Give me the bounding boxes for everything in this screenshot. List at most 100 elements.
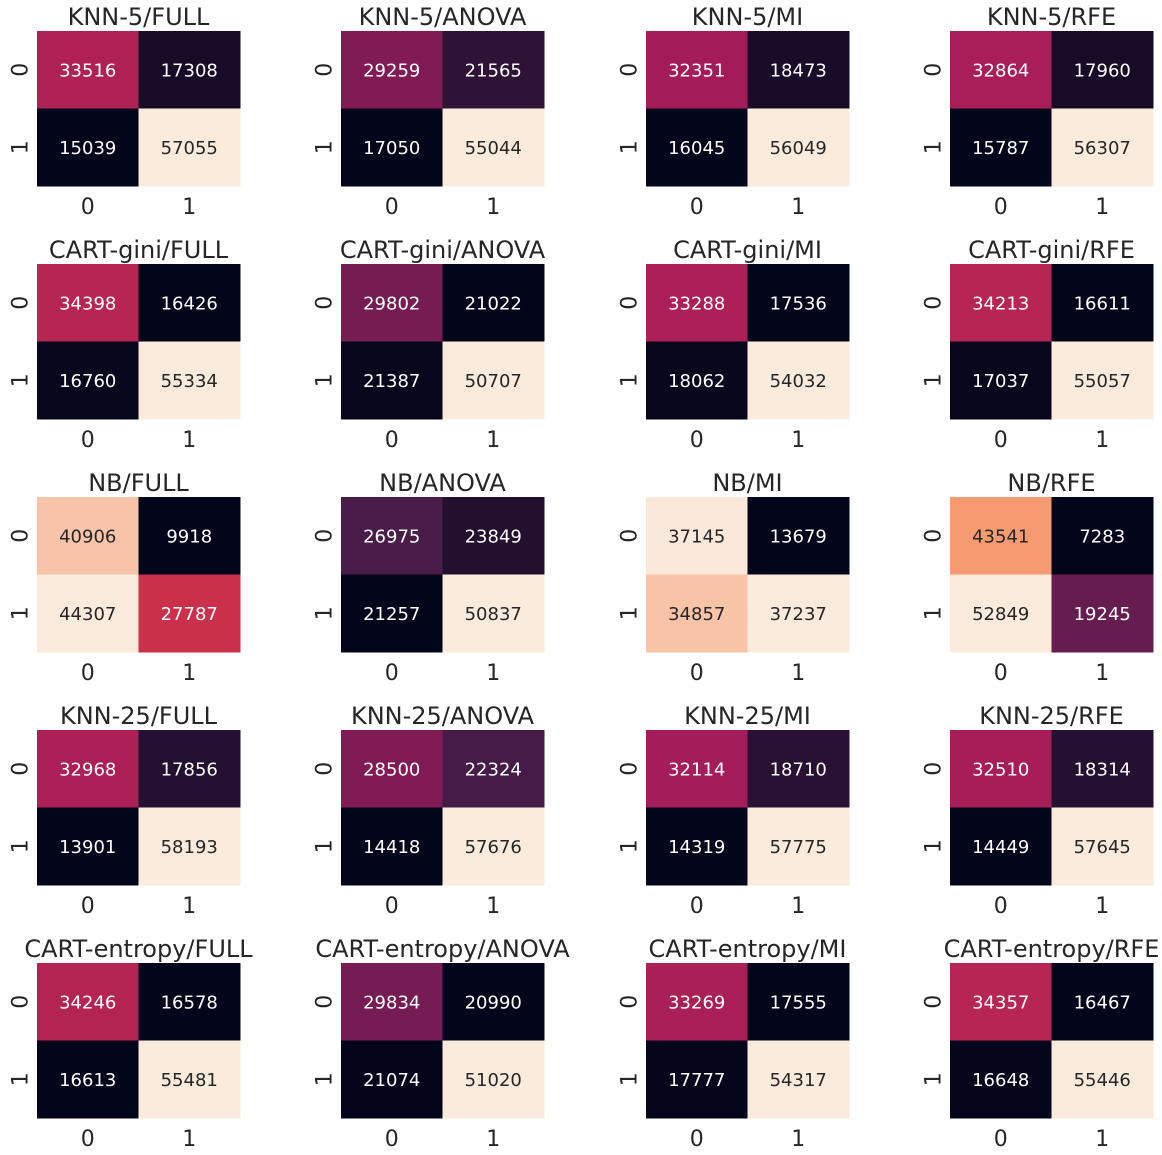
x-tick-label: 0 bbox=[385, 661, 399, 686]
panel-title: KNN-5/MI bbox=[692, 3, 803, 31]
cell-value-label: 21257 bbox=[363, 604, 420, 625]
heatmap-cell bbox=[646, 963, 748, 1041]
confusion-matrix-panel: CART-gini/FULL 34398 16426 16760 55334 0 1 0 1 bbox=[9, 236, 241, 453]
cell-value-label: 32968 bbox=[59, 759, 116, 780]
heatmap-cell bbox=[950, 497, 1052, 575]
panel-title: CART-entropy/ANOVA bbox=[315, 935, 570, 963]
y-tick-label: 1 bbox=[9, 606, 34, 620]
cell-value-label: 19245 bbox=[1074, 604, 1131, 625]
heatmap-cell bbox=[442, 31, 545, 109]
cell-value-label: 34213 bbox=[972, 293, 1029, 314]
heatmap-cell bbox=[138, 574, 241, 653]
panel-title: NB/RFE bbox=[1007, 469, 1095, 497]
cell-value-label: 50837 bbox=[465, 604, 522, 625]
y-tick-label: 1 bbox=[9, 373, 34, 387]
x-tick-label: 0 bbox=[81, 1127, 95, 1152]
cell-value-label: 16760 bbox=[59, 371, 116, 392]
cell-value-label: 21387 bbox=[363, 371, 420, 392]
cell-value-label: 18314 bbox=[1074, 759, 1131, 780]
y-tick-label: 1 bbox=[922, 606, 947, 620]
cell-value-label: 17777 bbox=[668, 1070, 725, 1091]
heatmap-cell bbox=[646, 31, 748, 109]
x-tick-label: 1 bbox=[486, 195, 500, 220]
y-tick-label: 1 bbox=[618, 140, 643, 154]
y-tick-label: 0 bbox=[313, 995, 338, 1009]
cell-value-label: 26975 bbox=[363, 526, 420, 547]
heatmap-cell bbox=[950, 963, 1052, 1041]
cell-value-label: 29259 bbox=[363, 60, 420, 81]
heatmap-cell bbox=[138, 264, 241, 342]
heatmap-cell bbox=[1051, 730, 1154, 808]
confusion-matrix-panel: CART-entropy/FULL 34246 16578 16613 55481 0 1 0… bbox=[9, 935, 254, 1152]
heatmap-cell bbox=[747, 963, 850, 1041]
heatmap-cell bbox=[341, 341, 443, 420]
cell-value-label: 54317 bbox=[770, 1070, 827, 1091]
heatmap-cell bbox=[341, 807, 443, 886]
cell-value-label: 21022 bbox=[465, 293, 522, 314]
cell-value-label: 17308 bbox=[161, 60, 218, 81]
heatmap-cell bbox=[747, 497, 850, 575]
cell-value-label: 23849 bbox=[465, 526, 522, 547]
x-tick-label: 1 bbox=[1095, 894, 1109, 919]
x-tick-label: 1 bbox=[486, 1127, 500, 1152]
cell-value-label: 17555 bbox=[770, 992, 827, 1013]
cell-value-label: 37237 bbox=[770, 604, 827, 625]
cell-value-label: 40906 bbox=[59, 526, 116, 547]
heatmap-cell bbox=[950, 807, 1052, 886]
confusion-matrix-panel: KNN-25/RFE 32510 18314 14449 57645 0 1 0 1 bbox=[922, 702, 1154, 919]
cell-value-label: 57645 bbox=[1074, 837, 1131, 858]
heatmap-cell bbox=[442, 730, 545, 808]
heatmap-cell bbox=[341, 963, 443, 1041]
panel-title: KNN-25/MI bbox=[684, 702, 811, 730]
confusion-matrix-panel: NB/ANOVA 26975 23849 21257 50837 0 1 0 1 bbox=[313, 469, 545, 686]
panel-title: KNN-25/RFE bbox=[979, 702, 1124, 730]
cell-value-label: 58193 bbox=[161, 837, 218, 858]
y-tick-label: 1 bbox=[922, 839, 947, 853]
x-tick-label: 0 bbox=[994, 428, 1008, 453]
x-tick-label: 0 bbox=[690, 894, 704, 919]
panel-title: CART-entropy/RFE bbox=[944, 935, 1160, 963]
confusion-matrix-panel: KNN-5/MI 32351 18473 16045 56049 0 1 0 1 bbox=[618, 3, 850, 220]
heatmap-cell bbox=[646, 730, 748, 808]
cell-value-label: 17037 bbox=[972, 371, 1029, 392]
cell-value-label: 13679 bbox=[770, 526, 827, 547]
cell-value-label: 34246 bbox=[59, 992, 116, 1013]
confusion-matrix-panel: CART-entropy/RFE 34357 16467 16648 55446 0 1 0 1 bbox=[922, 935, 1160, 1152]
heatmap-cell bbox=[37, 497, 139, 575]
panel-title: NB/ANOVA bbox=[379, 469, 506, 497]
heatmap-cell bbox=[646, 341, 748, 420]
confusion-matrix-panel: KNN-25/FULL 32968 17856 13901 58193 0 1 0 1 bbox=[9, 702, 241, 919]
cell-value-label: 14449 bbox=[972, 837, 1029, 858]
x-tick-label: 0 bbox=[994, 661, 1008, 686]
cell-value-label: 55481 bbox=[161, 1070, 218, 1091]
x-tick-label: 0 bbox=[81, 428, 95, 453]
y-tick-label: 0 bbox=[9, 762, 34, 776]
heatmap-cell bbox=[747, 264, 850, 342]
y-tick-label: 1 bbox=[618, 606, 643, 620]
cell-value-label: 16467 bbox=[1074, 992, 1131, 1013]
x-tick-label: 0 bbox=[81, 894, 95, 919]
heatmap-cell bbox=[37, 31, 139, 109]
y-tick-label: 0 bbox=[313, 63, 338, 77]
cell-value-label: 37145 bbox=[668, 526, 725, 547]
y-tick-label: 1 bbox=[922, 1072, 947, 1086]
cell-value-label: 17536 bbox=[770, 293, 827, 314]
heatmap-cell bbox=[1051, 1040, 1154, 1119]
cell-value-label: 15039 bbox=[59, 138, 116, 159]
confusion-matrix-panel: CART-gini/RFE 34213 16611 17037 55057 0 1 0 1 bbox=[922, 236, 1154, 453]
heatmap-cell bbox=[37, 264, 139, 342]
heatmap-cell bbox=[646, 264, 748, 342]
x-tick-label: 0 bbox=[690, 661, 704, 686]
heatmap-cell bbox=[442, 108, 545, 187]
heatmap-cell bbox=[138, 1040, 241, 1119]
panel-title: KNN-5/RFE bbox=[987, 3, 1116, 31]
y-tick-label: 1 bbox=[313, 373, 338, 387]
y-tick-label: 1 bbox=[618, 373, 643, 387]
heatmap-cell bbox=[646, 1040, 748, 1119]
heatmap-cell bbox=[138, 341, 241, 420]
cell-value-label: 14319 bbox=[668, 837, 725, 858]
heatmap-cell bbox=[138, 108, 241, 187]
y-tick-label: 0 bbox=[922, 762, 947, 776]
panel-title: CART-gini/RFE bbox=[968, 236, 1135, 264]
y-tick-label: 1 bbox=[313, 606, 338, 620]
